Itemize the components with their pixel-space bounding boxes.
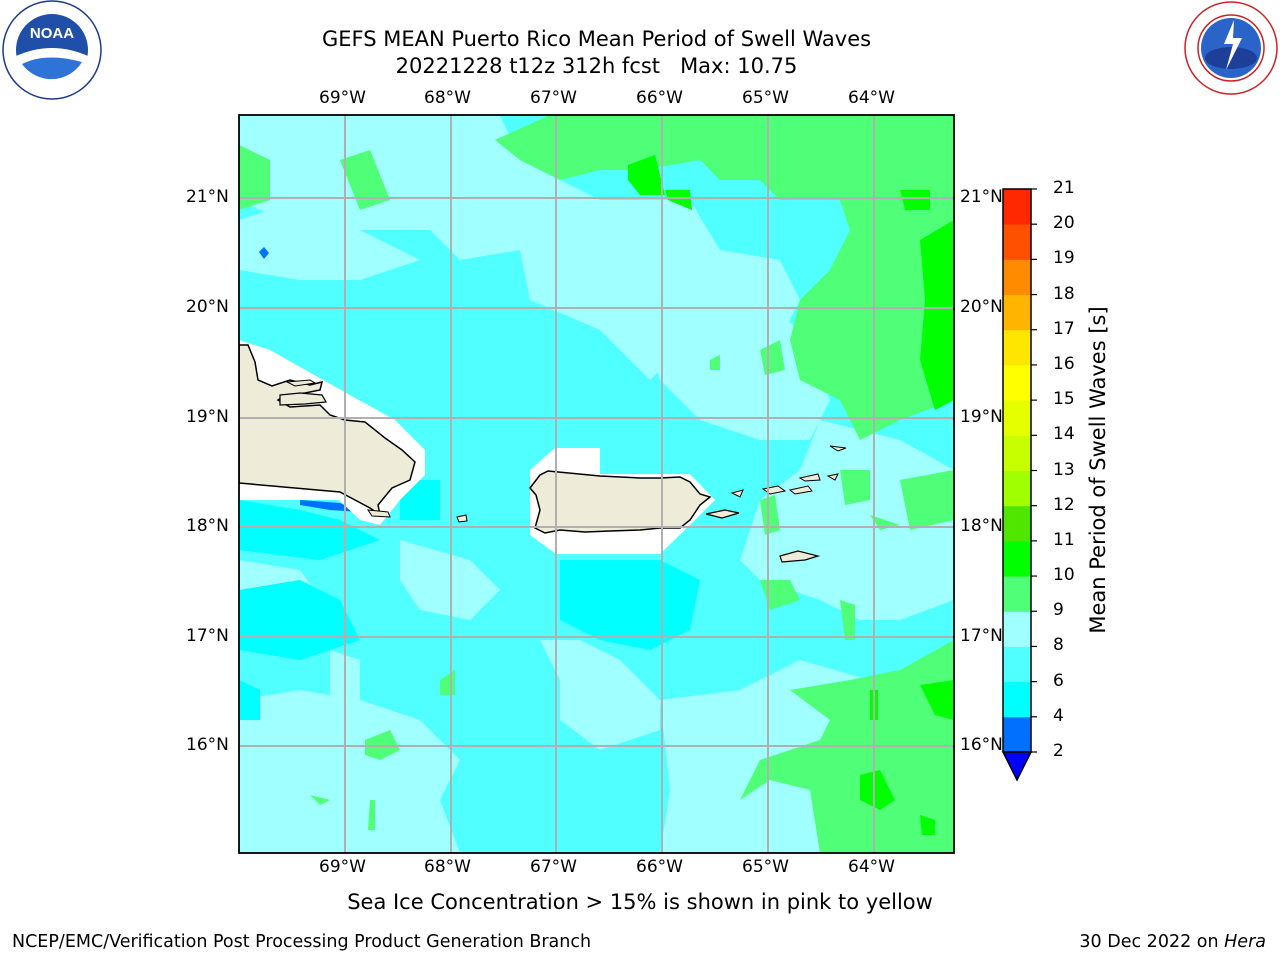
sea-ice-caption: Sea Ice Concentration > 15% is shown in …	[347, 890, 933, 914]
colorbar-tick-label: 12	[1053, 494, 1075, 515]
nws-logo	[1180, 0, 1280, 100]
map-frame	[238, 114, 955, 854]
period-10-11-region	[628, 155, 954, 835]
colorbar-tick-label: 4	[1053, 705, 1064, 726]
lat-label-right: 16°N	[960, 735, 1003, 755]
map-grid	[239, 115, 954, 853]
credit-text: NCEP/EMC/Verification Post Processing Pr…	[12, 932, 592, 952]
colorbar-tick-label: 21	[1053, 178, 1075, 198]
st-croix-island	[779, 550, 821, 563]
colorbar-segment	[1003, 681, 1031, 718]
colorbar-tick-label: 15	[1053, 389, 1075, 410]
colorbar-segment	[1003, 294, 1031, 331]
colorbar-title: Mean Period of Swell Waves [s]	[1086, 306, 1110, 634]
period-4-6-region	[259, 247, 269, 259]
lat-label-right: 18°N	[960, 516, 1003, 536]
lon-label-top: 65°W	[742, 88, 789, 108]
vieques-island	[705, 509, 740, 519]
colorbar-tick-label: 18	[1053, 283, 1075, 304]
lat-label-left: 21°N	[186, 187, 229, 207]
mona-island	[456, 514, 468, 523]
colorbar-tick-label: 20	[1053, 213, 1075, 234]
colorbar-segment	[1003, 224, 1031, 260]
lat-label-left: 20°N	[186, 297, 229, 317]
colorbar-tick-label: 14	[1053, 424, 1075, 445]
host-name: Hera	[1224, 932, 1266, 952]
lon-label-top: 66°W	[636, 88, 683, 108]
date-stamp: 30 Dec 2022 on Hera	[1079, 932, 1266, 952]
colorbar	[1001, 188, 1037, 782]
colorbar-segment	[1003, 400, 1031, 436]
colorbar-tick-label: 10	[1053, 565, 1075, 586]
colorbar-tick-label: 8	[1053, 635, 1064, 656]
colorbar-segment	[1003, 329, 1031, 366]
lon-label-bottom: 65°W	[742, 857, 789, 877]
lon-label-bottom: 68°W	[424, 857, 471, 877]
colorbar-tick-label: 9	[1053, 600, 1064, 621]
lat-label-right: 20°N	[960, 297, 1003, 317]
lat-label-left: 18°N	[186, 516, 229, 536]
colorbar-segment	[1003, 189, 1031, 225]
colorbar-tick-label: 17	[1053, 318, 1075, 339]
lat-label-right: 17°N	[960, 626, 1003, 646]
colorbar-tick-label: 11	[1053, 529, 1075, 550]
colorbar-segment	[1003, 259, 1031, 296]
chart-subtitle: 20221228 t12z 312h fcst Max: 10.75	[395, 54, 798, 78]
colorbar-segment	[1003, 505, 1031, 542]
colorbar-segment	[1003, 716, 1031, 753]
lon-label-top: 64°W	[848, 88, 895, 108]
colorbar-segment	[1003, 364, 1031, 401]
colorbar-segment	[1003, 576, 1031, 612]
colorbar-segment	[1003, 540, 1031, 577]
colorbar-segment	[1003, 611, 1031, 647]
colorbar-tick-label: 16	[1053, 353, 1075, 374]
lon-label-top: 68°W	[424, 88, 471, 108]
noaa-text: NOAA	[30, 25, 74, 42]
chart-title: GEFS MEAN Puerto Rico Mean Period of Swe…	[321, 27, 872, 51]
noaa-logo: NOAA	[0, 0, 104, 104]
lat-label-right: 19°N	[960, 407, 1003, 427]
lat-label-left: 17°N	[186, 626, 229, 646]
colorbar-tick-label: 19	[1053, 248, 1075, 269]
lon-label-bottom: 69°W	[319, 857, 366, 877]
puerto-rico-land	[529, 470, 712, 534]
colorbar-segment	[1003, 646, 1031, 683]
colorbar-extend-arrow	[1001, 751, 1033, 782]
lat-label-left: 16°N	[186, 735, 229, 755]
la-gonave-island	[279, 392, 327, 406]
colorbar-tick-label: 2	[1053, 741, 1064, 761]
lat-label-right: 21°N	[960, 187, 1003, 207]
date-text: 30 Dec 2022 on	[1079, 932, 1225, 952]
lon-label-top: 67°W	[530, 88, 577, 108]
colorbar-tick-label: 13	[1053, 459, 1075, 480]
colorbar-segment	[1003, 470, 1031, 507]
lon-label-bottom: 67°W	[530, 857, 577, 877]
lat-label-left: 19°N	[186, 407, 229, 427]
period-6-8-region	[239, 480, 700, 720]
colorbar-tick-label: 6	[1053, 670, 1064, 691]
lon-label-top: 69°W	[319, 88, 366, 108]
lon-label-bottom: 66°W	[636, 857, 683, 877]
lon-label-bottom: 64°W	[848, 857, 895, 877]
colorbar-segment	[1003, 435, 1031, 471]
